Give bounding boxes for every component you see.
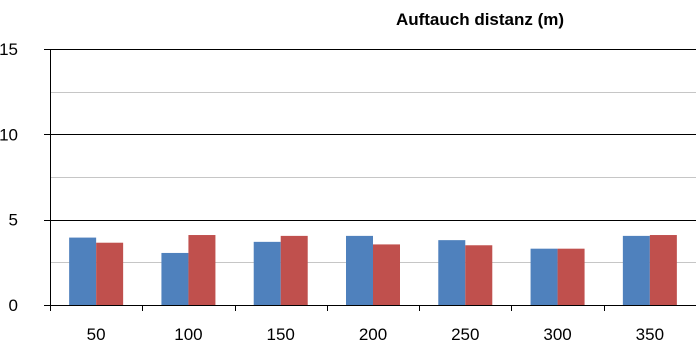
bar-300-series-2 <box>557 248 585 305</box>
gridlines <box>50 49 696 263</box>
x-tick-label: 200 <box>359 325 387 344</box>
bar-100-series-2 <box>188 235 216 305</box>
x-tick-label: 250 <box>451 325 479 344</box>
x-tick-label: 100 <box>174 325 202 344</box>
y-tick-label: 0 <box>9 296 18 315</box>
bar-150-series-1 <box>253 241 281 305</box>
x-tick-label: 150 <box>267 325 295 344</box>
chart-title: Auftauch distanz (m) <box>396 10 564 29</box>
x-tick-label: 50 <box>87 325 106 344</box>
bar-50-series-2 <box>96 242 124 305</box>
y-tick-labels: 0 5 10 15 <box>0 40 18 315</box>
bar-250-series-1 <box>438 240 466 305</box>
bar-250-series-2 <box>465 245 493 305</box>
bar-100-series-1 <box>161 252 189 305</box>
x-tick-label: 300 <box>543 325 571 344</box>
bars <box>69 235 677 305</box>
x-tick-labels: 50 100 150 200 250 300 350 <box>87 325 664 344</box>
x-tick-label: 350 <box>636 325 664 344</box>
bar-350-series-2 <box>649 235 677 305</box>
bar-200-series-2 <box>373 244 400 305</box>
bar-350-series-1 <box>622 235 650 305</box>
bar-50-series-1 <box>69 237 97 305</box>
y-tick-label: 5 <box>9 211 18 230</box>
axes <box>44 49 696 311</box>
bar-200-series-1 <box>346 235 373 305</box>
y-tick-label: 15 <box>0 40 18 59</box>
bar-300-series-1 <box>530 248 558 305</box>
bar-150-series-2 <box>280 235 308 305</box>
y-tick-label: 10 <box>0 125 18 144</box>
